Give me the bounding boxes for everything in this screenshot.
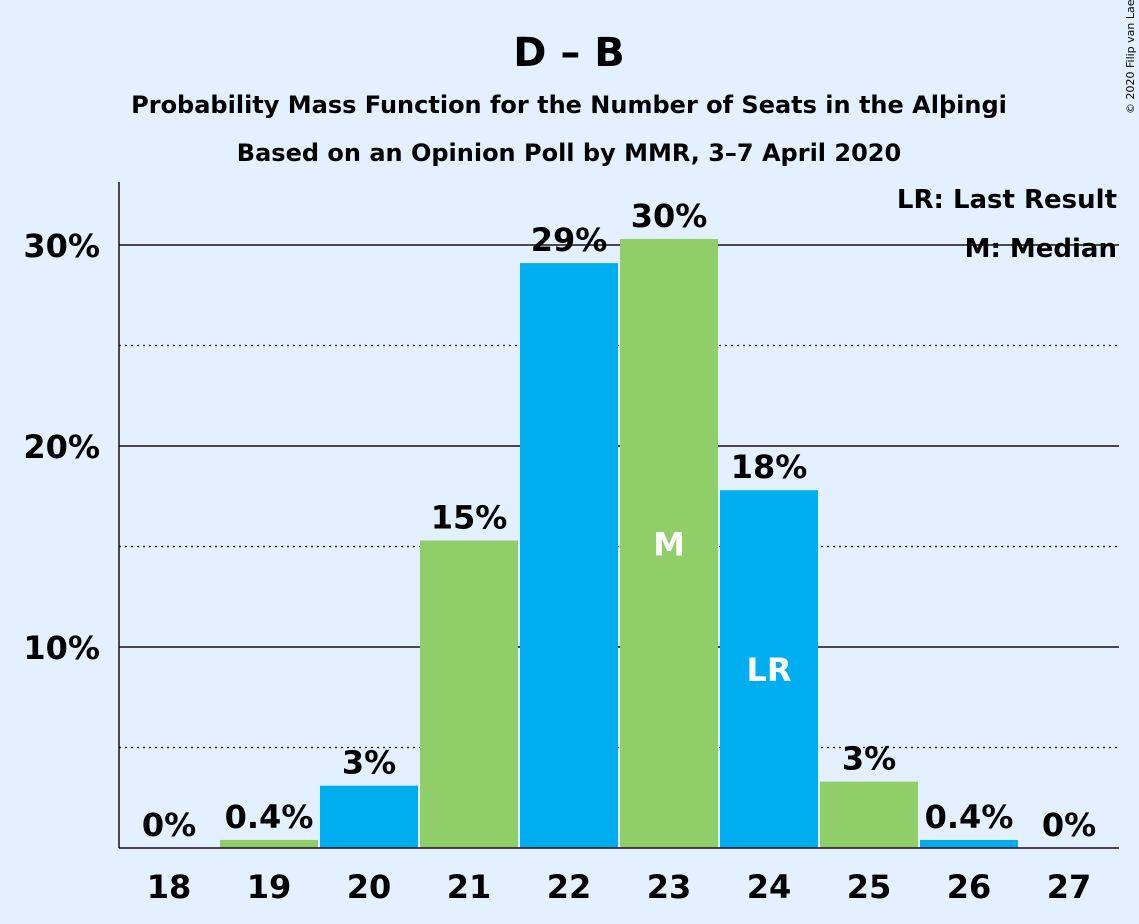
gridlines [119,244,1119,749]
bar-19 [220,839,318,848]
copyright: © 2020 Filip van Laenen [1124,0,1137,114]
x-tick-label: 18 [147,868,192,906]
value-label: 29% [531,221,608,259]
bar-marker: M [653,525,685,563]
y-ticks: 10% 20% 30% [23,227,100,667]
x-tick-label: 21 [447,868,492,906]
value-label: 0.4% [925,798,1014,836]
axes [118,182,1119,849]
chart-subtitle-2: Based on an Opinion Poll by MMR, 3–7 Apr… [237,139,901,167]
x-tick-label: 20 [347,868,392,906]
bar-20 [320,785,418,848]
x-ticks: 18 19 20 21 22 23 24 25 26 27 [147,868,1092,906]
chart-subtitle: Probability Mass Function for the Number… [131,91,1007,119]
legend-last-result: LR: Last Result [897,185,1117,215]
value-label: 3% [842,740,896,778]
bar-marker: LR [746,651,791,689]
x-tick-label: 22 [547,868,592,906]
value-label: 0.4% [225,798,314,836]
bars [220,238,1018,849]
x-tick-label: 23 [647,868,692,906]
value-label: 30% [631,197,708,235]
bar-24 [720,490,818,848]
x-tick-label: 24 [747,868,792,906]
value-label: 0% [1042,806,1096,844]
value-label: 0% [142,806,196,844]
x-tick-label: 25 [847,868,892,906]
y-tick-label: 10% [23,629,100,667]
value-label: 18% [731,448,808,486]
x-tick-label: 19 [247,868,292,906]
bar-23 [620,238,718,849]
y-tick-label: 20% [23,428,100,466]
chart-title: D – B [513,30,625,76]
bar-25 [820,781,918,848]
value-label: 15% [431,498,508,536]
legend-median: M: Median [965,234,1117,264]
value-labels: 0% 0.4% 3% 15% 29% 30% M 18% LR 3% 0.4% 0% [142,197,1096,844]
x-tick-label: 26 [947,868,992,906]
bar-26 [920,839,1018,848]
x-tick-label: 27 [1047,868,1092,906]
bar-21 [420,540,518,848]
value-label: 3% [342,744,396,782]
y-tick-label: 30% [23,227,100,265]
bar-22 [520,263,618,849]
